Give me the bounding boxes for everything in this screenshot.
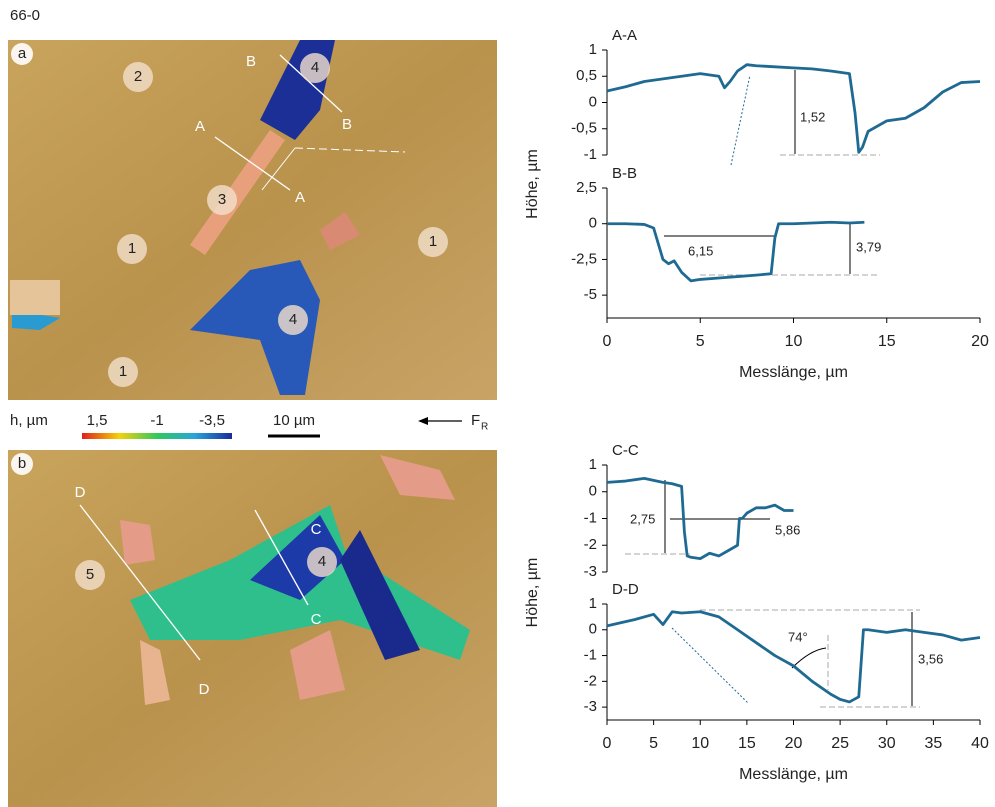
panel-badge	[11, 453, 33, 475]
annotation: 6,15	[688, 243, 713, 258]
force-label: F	[471, 412, 480, 429]
marker-label: 2	[134, 68, 142, 85]
x-tick-label: 25	[831, 735, 849, 752]
marker-label: 4	[289, 311, 297, 328]
section-label: C	[311, 611, 322, 628]
force-arrow-head	[418, 417, 428, 425]
chart-title: D-D	[612, 581, 639, 598]
y-tick-label: -0,5	[571, 120, 597, 137]
figure-id: 66-0	[10, 7, 40, 24]
annotation: 1,52	[800, 109, 825, 124]
x-tick-label: 0	[603, 735, 612, 752]
y-tick-label: 2,5	[576, 179, 597, 196]
y-tick-label: -2	[584, 672, 597, 689]
y-tick-label: -3	[584, 563, 597, 580]
section-label: B	[342, 116, 352, 133]
y-tick-label: -5	[584, 286, 597, 303]
chart-title: B-B	[612, 165, 637, 182]
marker	[108, 357, 138, 387]
section-label: A	[295, 189, 305, 206]
profile-line	[607, 220, 865, 283]
annotations	[625, 70, 920, 708]
section-label: B	[246, 53, 256, 70]
profile-line	[606, 476, 794, 561]
y-tick-label: -2,5	[571, 250, 597, 267]
y-tick-label: 0	[589, 621, 597, 638]
y-tick-label: -2	[584, 536, 597, 553]
x-tick-label: 0	[603, 333, 612, 350]
image-b	[8, 450, 497, 807]
scale-label: 1,5	[87, 412, 108, 429]
legend: h, µm 1,5 -1 -3,5 10 µm F R	[10, 412, 488, 439]
marker-label: 1	[119, 363, 127, 380]
marker	[300, 53, 330, 83]
y-tick-label: 1	[589, 456, 597, 473]
y-tick-label: 1	[589, 41, 597, 58]
marker	[123, 62, 153, 92]
x-tick-label: 5	[696, 333, 705, 350]
marker-label: 3	[218, 191, 226, 208]
x-tick-label: 30	[878, 735, 896, 752]
x-tick-label: 15	[738, 735, 756, 752]
panel-label: a	[18, 45, 27, 62]
marker	[307, 547, 337, 577]
x-tick-label: 10	[785, 333, 803, 350]
color-scale	[82, 433, 232, 439]
y-tick-label: -1	[584, 146, 597, 163]
y-tick-label: -3	[584, 698, 597, 715]
chart-title: A-A	[612, 27, 637, 44]
x-tick-label: 10	[691, 735, 709, 752]
marker-label: 1	[128, 240, 136, 257]
annotation: 2,75	[630, 511, 655, 526]
x-axis-label: Messlänge, µm	[739, 364, 848, 381]
annotation: 5,86	[775, 522, 800, 537]
marker	[278, 305, 308, 335]
annotation: 3,79	[856, 239, 881, 254]
y-tick-label: 0	[589, 93, 597, 110]
x-tick-label: 35	[924, 735, 942, 752]
marker-label: 4	[318, 553, 326, 570]
marker	[418, 227, 448, 257]
scalebar-label: 10 µm	[273, 412, 315, 429]
y-axis-label: Höhe, µm	[524, 149, 541, 219]
y-tick-label: -1	[584, 509, 597, 526]
y-tick-label: -1	[584, 647, 597, 664]
x-tick-label: 40	[971, 735, 989, 752]
image-a	[8, 40, 497, 400]
y-axis-label: Höhe, µm	[524, 558, 541, 628]
x-tick-label: 20	[971, 333, 989, 350]
section-label: A	[195, 118, 205, 135]
section-label: D	[75, 484, 86, 501]
x-tick-label: 5	[649, 735, 658, 752]
marker-label: 4	[311, 59, 319, 76]
x-axis-label: Messlänge, µm	[739, 766, 848, 783]
annotation: 74°	[788, 629, 808, 644]
marker	[117, 234, 147, 264]
y-tick-label: 0	[589, 215, 597, 232]
annotation: 3,56	[918, 651, 943, 666]
marker	[75, 560, 105, 590]
section-label: C	[311, 521, 322, 538]
y-tick-label: 0	[589, 483, 597, 500]
marker-label: 1	[429, 233, 437, 250]
panel-label: b	[18, 455, 26, 472]
chart-title: C-C	[612, 442, 639, 459]
section-label: D	[199, 681, 210, 698]
h-label: h, µm	[10, 412, 48, 429]
marker	[207, 185, 237, 215]
force-sub: R	[481, 422, 488, 433]
y-tick-label: 1	[589, 595, 597, 612]
x-tick-label: 15	[878, 333, 896, 350]
profile-line	[606, 610, 981, 704]
scale-label: -3,5	[199, 412, 225, 429]
profile-line	[606, 63, 981, 154]
panel-badge	[11, 43, 33, 65]
scale-label: -1	[150, 412, 163, 429]
y-tick-label: 0,5	[576, 67, 597, 84]
marker-label: 5	[86, 566, 94, 583]
x-tick-label: 20	[785, 735, 803, 752]
